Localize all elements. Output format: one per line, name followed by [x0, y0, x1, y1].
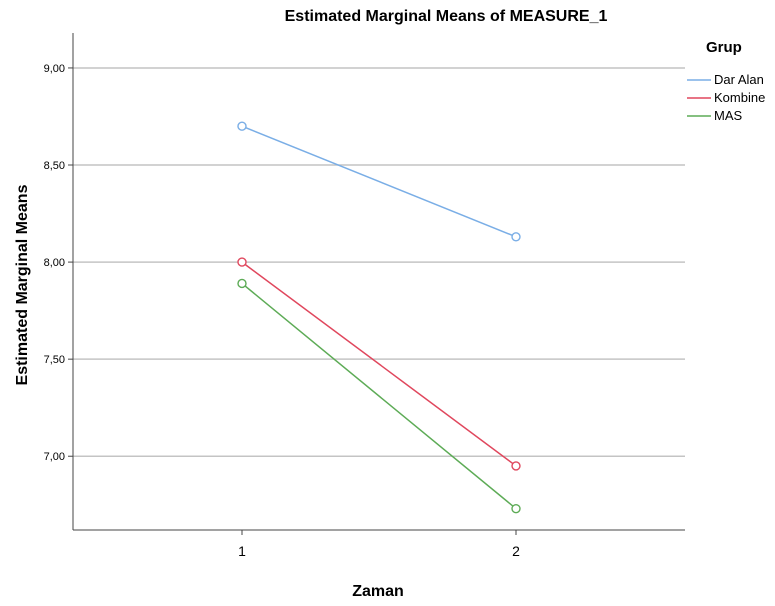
data-point	[237, 121, 247, 131]
axes	[72, 33, 685, 531]
grid-lines	[68, 67, 685, 457]
legend-label: Kombine	[714, 90, 765, 105]
y-axis-title: Estimated Marginal Means	[14, 184, 31, 385]
x-tick-label: 2	[512, 543, 520, 559]
y-tick-label: 8,00	[44, 257, 65, 269]
series-line-dar-alan	[241, 125, 517, 238]
y-tick-label: 8,50	[44, 160, 65, 172]
data-point	[511, 232, 521, 242]
data-point	[237, 278, 247, 289]
y-tick-label: 9,00	[44, 63, 65, 75]
chart-title: Estimated Marginal Means of MEASURE_1	[285, 8, 608, 25]
y-tick-label: 7,00	[44, 451, 65, 463]
series-lines	[237, 121, 521, 514]
legend-label: Dar Alan	[714, 72, 764, 87]
data-point	[511, 503, 521, 514]
series-line-kombine	[241, 261, 517, 467]
data-point	[511, 461, 521, 471]
data-point	[237, 257, 247, 267]
legend-title: Grup	[706, 39, 742, 56]
series-line-mas	[241, 282, 517, 510]
y-tick-label: 7,50	[44, 354, 65, 366]
legend-label: MAS	[714, 108, 743, 123]
legend: Grup Dar Alan Kombine MAS	[687, 39, 765, 123]
x-axis-title: Zaman	[352, 583, 404, 600]
y-tick-labels: 9,00 8,50 8,00 7,50 7,00	[44, 63, 65, 463]
x-tick-label: 1	[238, 543, 246, 559]
